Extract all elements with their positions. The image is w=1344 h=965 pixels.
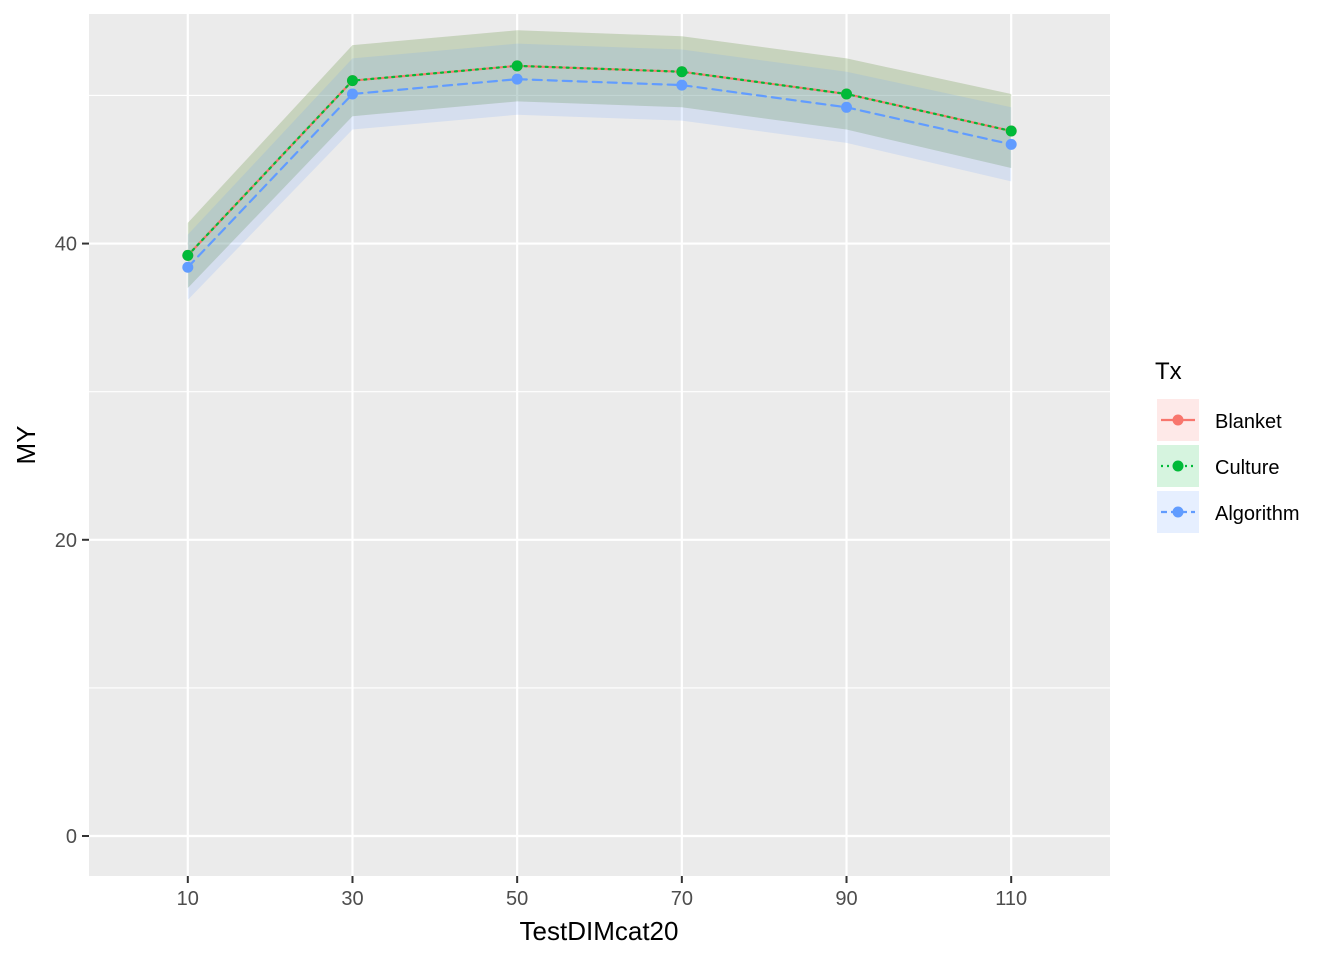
y-tick-label: 40	[55, 234, 77, 256]
legend-label-blanket: Blanket	[1215, 411, 1282, 433]
y-tick-label: 0	[66, 826, 77, 848]
grid-minor	[89, 94, 1110, 689]
point-culture	[182, 249, 194, 261]
legend-label-algorithm: Algorithm	[1215, 503, 1299, 525]
point-culture	[1005, 125, 1017, 137]
legend-point-blanket	[1172, 414, 1184, 426]
point-algorithm	[511, 73, 523, 85]
point-algorithm	[346, 88, 358, 100]
x-tick-label: 30	[341, 888, 363, 910]
x-tick-label: 110	[995, 888, 1027, 910]
point-culture	[511, 60, 523, 72]
confidence-ribbons	[187, 30, 1012, 300]
legend-title: Tx	[1155, 358, 1182, 385]
x-axis: 10 30 50 70 90 110	[177, 876, 1027, 910]
x-tick-label: 10	[177, 888, 199, 910]
ribbon-culture	[187, 30, 1012, 289]
x-axis-label: TestDIMcat20	[520, 916, 679, 946]
legend-point-algorithm	[1172, 506, 1184, 518]
point-culture	[346, 75, 358, 87]
ribbon-algorithm	[187, 43, 1012, 300]
ribbon-blanket	[187, 30, 1012, 289]
panel-background	[89, 14, 1110, 876]
line-culture	[186, 64, 1013, 257]
y-axis: 0 20 40	[55, 234, 89, 848]
point-algorithm	[676, 79, 688, 91]
series-lines	[186, 64, 1013, 269]
legend: Tx Blanket Culture Algorithm	[1155, 358, 1299, 533]
x-tick-label: 90	[835, 888, 857, 910]
point-algorithm	[182, 261, 194, 273]
x-tick-label: 50	[506, 888, 528, 910]
legend-point-culture	[1172, 460, 1184, 472]
point-algorithm	[1005, 138, 1017, 150]
y-tick-label: 20	[55, 530, 77, 552]
series-points	[182, 60, 1017, 273]
x-tick-label: 70	[671, 888, 693, 910]
grid-major	[89, 14, 1110, 876]
point-culture	[841, 88, 853, 100]
line-algorithm	[186, 78, 1013, 269]
legend-label-culture: Culture	[1215, 457, 1279, 479]
y-axis-label: MY	[11, 426, 41, 465]
point-algorithm	[841, 101, 853, 113]
point-culture	[676, 66, 688, 78]
